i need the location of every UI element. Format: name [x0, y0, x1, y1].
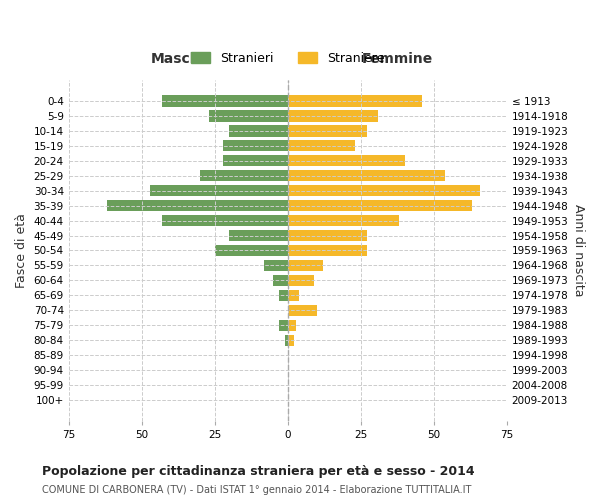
Bar [287, 245, 367, 256]
Bar [287, 230, 367, 241]
Bar [285, 334, 287, 345]
Bar [287, 200, 472, 211]
Bar [287, 96, 422, 106]
Bar [200, 170, 287, 181]
Legend: Stranieri, Straniere: Stranieri, Straniere [185, 46, 391, 71]
Bar [229, 126, 287, 136]
Y-axis label: Fasce di età: Fasce di età [15, 213, 28, 288]
Bar [287, 126, 367, 136]
Bar [162, 96, 287, 106]
Text: Popolazione per cittadinanza straniera per età e sesso - 2014: Popolazione per cittadinanza straniera p… [42, 465, 475, 478]
Bar [287, 185, 481, 196]
Text: Femmine: Femmine [362, 52, 433, 66]
Bar [107, 200, 287, 211]
Bar [287, 274, 314, 286]
Y-axis label: Anni di nascita: Anni di nascita [572, 204, 585, 296]
Bar [287, 334, 293, 345]
Text: Maschi: Maschi [151, 52, 205, 66]
Bar [287, 320, 296, 331]
Bar [287, 140, 355, 151]
Bar [273, 274, 287, 286]
Bar [151, 185, 287, 196]
Bar [279, 290, 287, 301]
Bar [287, 290, 299, 301]
Bar [287, 170, 445, 181]
Bar [287, 155, 404, 166]
Bar [223, 140, 287, 151]
Text: COMUNE DI CARBONERA (TV) - Dati ISTAT 1° gennaio 2014 - Elaborazione TUTTITALIA.: COMUNE DI CARBONERA (TV) - Dati ISTAT 1°… [42, 485, 472, 495]
Bar [287, 260, 323, 271]
Bar [279, 320, 287, 331]
Bar [209, 110, 287, 122]
Bar [287, 110, 378, 122]
Bar [287, 215, 398, 226]
Bar [229, 230, 287, 241]
Bar [162, 215, 287, 226]
Bar [223, 155, 287, 166]
Bar [287, 304, 317, 316]
Bar [265, 260, 287, 271]
Bar [215, 245, 287, 256]
